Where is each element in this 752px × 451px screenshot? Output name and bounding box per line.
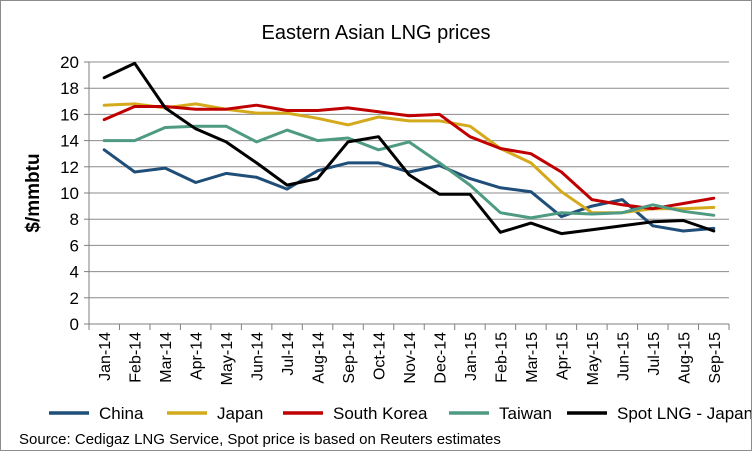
y-tick-label: 18 xyxy=(60,79,79,98)
y-tick-labels: 0 2 4 6 8 10 12 14 16 18 20 xyxy=(60,53,79,334)
x-tick-label: Jul-14 xyxy=(280,332,297,376)
series-lines xyxy=(102,61,716,236)
legend-label-china: China xyxy=(99,404,144,423)
x-tick-label: Jun-14 xyxy=(250,332,267,381)
x-tick-label: Mar-15 xyxy=(524,332,541,383)
y-tick-label: 14 xyxy=(60,132,79,151)
y-tick-label: 12 xyxy=(60,158,79,177)
x-tick-label: May-14 xyxy=(219,332,236,385)
series-line-taiwan xyxy=(102,124,716,220)
series-line-japan xyxy=(102,102,716,215)
x-tick-label: Apr-15 xyxy=(554,332,571,380)
x-tick-label: Oct-14 xyxy=(372,332,389,380)
y-tick-label: 20 xyxy=(60,53,79,72)
y-tick-label: 10 xyxy=(60,184,79,203)
y-tick-label: 0 xyxy=(70,315,79,334)
x-tick-label: Jun-15 xyxy=(615,332,632,381)
x-tick-label: Dec-14 xyxy=(432,332,449,384)
x-tick-label: Nov-14 xyxy=(402,332,419,384)
x-tick-label: May-15 xyxy=(585,332,602,385)
legend-label-spot-lng-japan: Spot LNG - Japan xyxy=(617,404,751,423)
legend: China Japan South Korea Taiwan Spot LNG - Ja… xyxy=(49,404,751,423)
legend-label-japan: Japan xyxy=(217,404,263,423)
x-tick-labels: Jan-14 Feb-14 Mar-14 Apr-14 May-14 Jun-14 Jul-… xyxy=(97,332,724,385)
legend-label-taiwan: Taiwan xyxy=(499,404,552,423)
x-tick-label: Jan-14 xyxy=(97,332,114,381)
x-tick-label: Jan-15 xyxy=(463,332,480,381)
y-tick-label: 16 xyxy=(60,105,79,124)
y-tick-label: 2 xyxy=(70,289,79,308)
gridlines xyxy=(89,61,729,299)
x-tick-label: Feb-15 xyxy=(493,332,510,383)
x-tick-label: Apr-14 xyxy=(189,332,206,380)
x-tick-label: Mar-14 xyxy=(158,332,175,383)
axes xyxy=(84,61,730,330)
source-note: Source: Cedigaz LNG Service, Spot price … xyxy=(19,431,501,448)
y-tick-label: 6 xyxy=(70,236,79,255)
x-tick-label: Sep-15 xyxy=(707,332,724,384)
x-tick-label: Feb-14 xyxy=(128,332,145,383)
series-line-spot-lng-japan xyxy=(102,61,716,236)
y-axis-label: $/mmbtu xyxy=(23,153,44,232)
x-tick-label: Aug-15 xyxy=(676,332,693,384)
series-line-south-korea xyxy=(102,103,716,211)
x-tick-label: Aug-14 xyxy=(311,332,328,384)
x-tick-label: Sep-14 xyxy=(341,332,358,384)
y-tick-label: 4 xyxy=(70,263,79,282)
y-tick-label: 8 xyxy=(70,210,79,229)
chart-title: Eastern Asian LNG prices xyxy=(262,22,491,44)
x-tick-label: Jul-15 xyxy=(646,332,663,376)
legend-label-south-korea: South Korea xyxy=(333,404,428,423)
